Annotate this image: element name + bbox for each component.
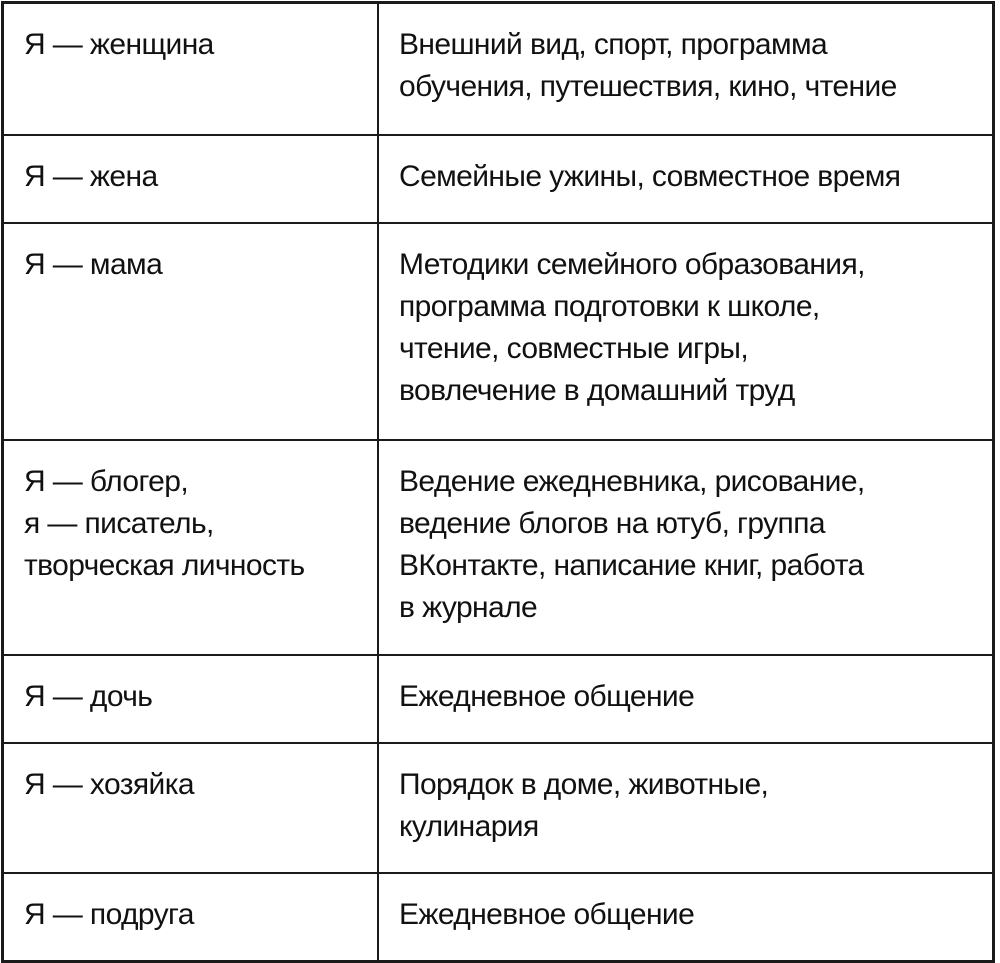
activities-cell: Ведение ежедневника, рисование, ведение … [399,465,865,624]
role-cell: Я — женщина [4,4,379,134]
role-cell: Я — подруга [4,874,379,960]
role-cell: Я — мама [4,224,379,439]
activities-cell: Семейные ужины, совместное время [399,160,901,193]
table-row: Я — мама Методики семейного образования,… [4,222,992,439]
activities-cell: Внешний вид, спорт, программа обучения, … [399,28,897,103]
role-cell: Я — жена [4,136,379,222]
activities-cell: Ежедневное общение [399,898,695,931]
activities-cell: Порядок в доме, животные, кулинария [399,768,769,843]
role-cell: Я — дочь [4,656,379,742]
table-row: Я — хозяйка Порядок в доме, животные, ку… [4,742,992,872]
activities-cell: Методики семейного образования, программ… [399,248,865,407]
table-row: Я — дочь Ежедневное общение [4,654,992,742]
table-row: Я — женщина Внешний вид, спорт, программ… [4,4,992,134]
activities-cell: Ежедневное общение [399,680,695,713]
table-row: Я — подруга Ежедневное общение [4,872,992,960]
table-row: Я — жена Семейные ужины, совместное врем… [4,134,992,222]
role-cell: Я — блогер, я — писатель, творческая лич… [4,441,379,654]
role-cell: Я — хозяйка [4,744,379,872]
table-row: Я — блогер, я — писатель, творческая лич… [4,439,992,654]
